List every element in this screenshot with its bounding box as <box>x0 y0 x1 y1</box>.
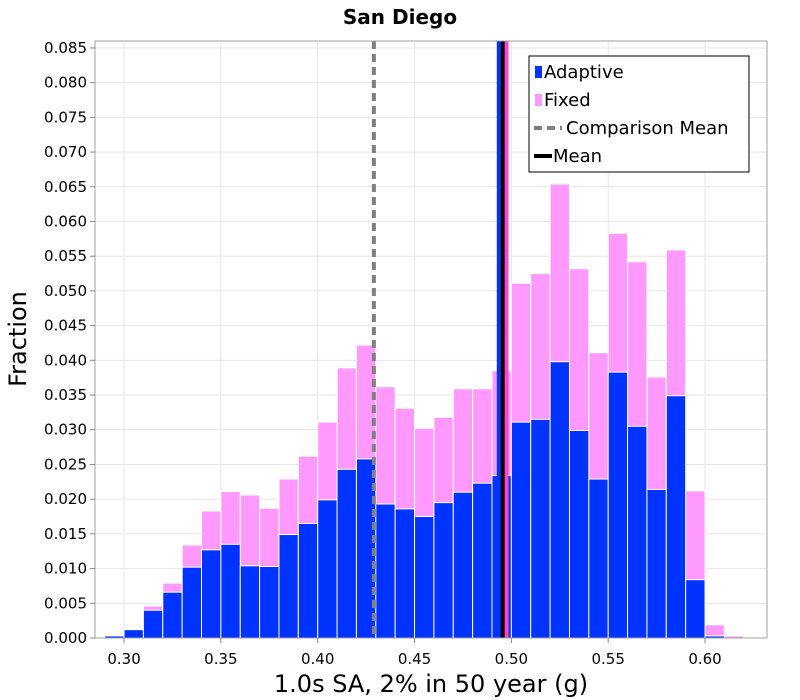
y-tick-label: 0.040 <box>44 351 87 369</box>
adaptive-bar <box>375 503 396 639</box>
adaptive-bar <box>414 516 435 639</box>
adaptive-bar <box>472 482 493 639</box>
adaptive-bar <box>665 395 687 639</box>
adaptive-bar <box>123 629 144 639</box>
y-tick-label: 0.010 <box>44 560 87 578</box>
y-tick-label: 0.060 <box>44 212 87 230</box>
adaptive-bar <box>530 418 551 639</box>
adaptive-bar <box>259 565 280 639</box>
y-tick-label: 0.005 <box>44 594 87 612</box>
legend-box <box>528 55 750 173</box>
x-tick-label: 0.35 <box>204 650 237 668</box>
legend-swatch <box>535 94 542 106</box>
y-axis-ticks: 0.000 0.005 0.010 0.015 0.020 0.025 0.030 0.035… <box>44 39 95 647</box>
y-tick-label: 0.045 <box>44 317 87 335</box>
adaptive-bar <box>452 491 474 639</box>
adaptive-bar <box>394 508 416 639</box>
adaptive-bar <box>627 425 648 639</box>
x-axis-ticks: 0.30 0.35 0.40 0.45 0.50 0.55 0.60 <box>107 638 722 668</box>
adaptive-bar <box>433 502 454 639</box>
y-tick-label: 0.080 <box>44 74 87 92</box>
y-axis-title: Fraction <box>4 291 32 387</box>
x-tick-label: 0.55 <box>591 650 624 668</box>
x-tick-label: 0.30 <box>107 650 140 668</box>
y-tick-label: 0.070 <box>44 143 87 161</box>
adaptive-bar <box>336 468 357 639</box>
adaptive-bar <box>510 421 532 639</box>
legend-label: Adaptive <box>544 62 624 83</box>
adaptive-bar <box>162 591 183 639</box>
adaptive-bar <box>142 609 164 639</box>
x-tick-label: 0.60 <box>688 650 721 668</box>
y-tick-label: 0.020 <box>44 490 87 508</box>
y-tick-label: 0.025 <box>44 455 87 473</box>
x-axis-title: 1.0s SA, 2% in 50 year (g) <box>274 670 588 698</box>
adaptive-bar <box>607 371 629 639</box>
adaptive-bar <box>549 361 570 639</box>
adaptive-bar <box>685 579 706 639</box>
y-tick-label: 0.030 <box>44 421 87 439</box>
adaptive-bar <box>278 534 299 639</box>
adaptive-bar <box>220 543 241 639</box>
legend-swatch <box>535 66 542 78</box>
adaptive-bar <box>239 565 261 639</box>
adaptive-bar <box>297 522 319 639</box>
y-tick-label: 0.035 <box>44 386 87 404</box>
y-tick-label: 0.015 <box>44 525 87 543</box>
adaptive-bar <box>568 429 590 639</box>
plot-frame <box>94 40 768 639</box>
legend-label: Fixed <box>544 90 591 111</box>
x-tick-label: 0.45 <box>398 650 431 668</box>
reference-lines <box>371 41 509 638</box>
y-tick-label: 0.000 <box>44 629 87 647</box>
y-tick-label: 0.050 <box>44 282 87 300</box>
adaptive-bar <box>181 566 203 639</box>
x-tick-label: 0.40 <box>301 650 334 668</box>
y-tick-label: 0.085 <box>44 39 87 57</box>
y-tick-label: 0.075 <box>44 108 87 126</box>
legend: Adaptive Fixed Comparison Mean Mean <box>528 55 750 173</box>
adaptive-bar <box>646 488 667 639</box>
x-tick-label: 0.50 <box>495 650 528 668</box>
legend-label: Mean <box>553 146 602 167</box>
adaptive-bar <box>201 549 222 639</box>
chart-title: San Diego <box>343 5 457 29</box>
adaptive-bar <box>317 499 338 639</box>
legend-label: Comparison Mean <box>566 118 729 139</box>
y-tick-label: 0.065 <box>44 178 87 196</box>
y-tick-label: 0.055 <box>44 247 87 265</box>
adaptive-bar <box>588 478 609 639</box>
